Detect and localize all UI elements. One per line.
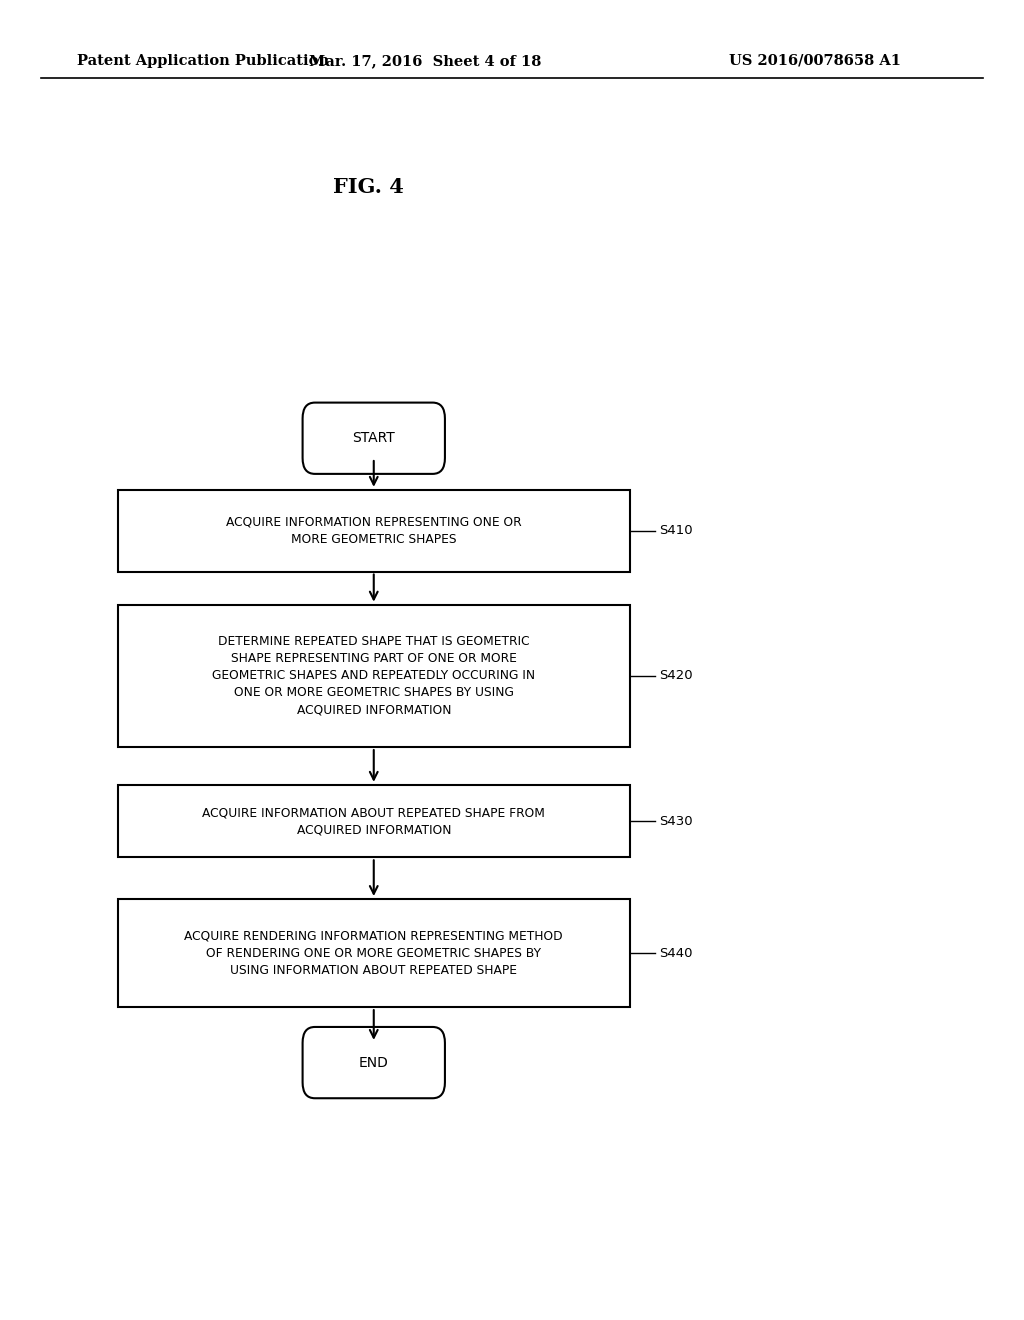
Text: ACQUIRE RENDERING INFORMATION REPRESENTING METHOD
OF RENDERING ONE OR MORE GEOME: ACQUIRE RENDERING INFORMATION REPRESENTI… [184,929,563,977]
FancyBboxPatch shape [118,490,630,572]
FancyBboxPatch shape [118,605,630,747]
FancyBboxPatch shape [118,899,630,1007]
Text: S410: S410 [659,524,693,537]
Text: START: START [352,432,395,445]
Text: US 2016/0078658 A1: US 2016/0078658 A1 [729,54,901,67]
FancyBboxPatch shape [118,784,630,858]
Text: ACQUIRE INFORMATION REPRESENTING ONE OR
MORE GEOMETRIC SHAPES: ACQUIRE INFORMATION REPRESENTING ONE OR … [226,516,521,545]
Text: FIG. 4: FIG. 4 [333,177,404,198]
Text: ACQUIRE INFORMATION ABOUT REPEATED SHAPE FROM
ACQUIRED INFORMATION: ACQUIRE INFORMATION ABOUT REPEATED SHAPE… [203,807,545,836]
Text: S420: S420 [659,669,693,682]
Text: S440: S440 [659,946,693,960]
FancyBboxPatch shape [303,403,444,474]
Text: DETERMINE REPEATED SHAPE THAT IS GEOMETRIC
SHAPE REPRESENTING PART OF ONE OR MOR: DETERMINE REPEATED SHAPE THAT IS GEOMETR… [212,635,536,717]
Text: Patent Application Publication: Patent Application Publication [77,54,329,67]
Text: S430: S430 [659,814,693,828]
FancyBboxPatch shape [303,1027,444,1098]
Text: Mar. 17, 2016  Sheet 4 of 18: Mar. 17, 2016 Sheet 4 of 18 [309,54,541,67]
Text: END: END [358,1056,389,1069]
